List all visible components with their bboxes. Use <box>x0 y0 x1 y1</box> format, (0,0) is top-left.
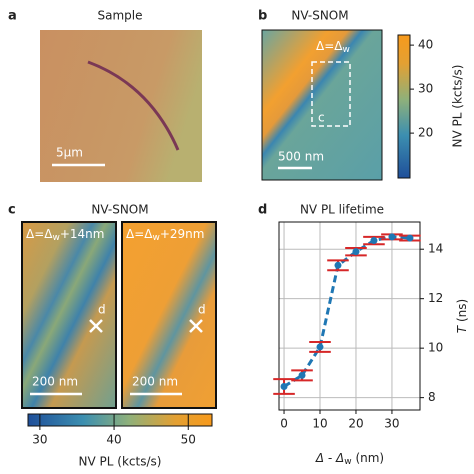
snom-image <box>21 221 117 409</box>
box-label: c <box>318 111 325 125</box>
data-point <box>406 234 414 242</box>
data-point <box>298 371 306 379</box>
marker-label: d <box>198 303 206 317</box>
sample-image <box>40 30 202 182</box>
plot-frame <box>278 221 421 411</box>
data-point <box>352 248 360 256</box>
scale-label: 200 nm <box>132 375 178 389</box>
data-point <box>316 343 324 351</box>
x-tick-label: 0 <box>280 417 288 431</box>
delta-sub: w <box>342 45 349 55</box>
series-line <box>283 235 411 388</box>
position-marker <box>89 319 103 333</box>
data-point <box>388 233 396 241</box>
data-point <box>334 261 342 269</box>
panel-label: b <box>258 9 267 24</box>
panel-label: c <box>8 203 16 218</box>
delta-rest: +29nm <box>160 227 205 241</box>
delta-main: Δ=Δ <box>126 227 153 241</box>
y-tick-label: 10 <box>428 341 443 355</box>
y-label-rest: (ns) <box>455 299 469 326</box>
y-tick-label: 8 <box>428 390 436 404</box>
x-label-main: Δ - Δ <box>315 451 344 465</box>
chart-title: NV PL lifetime <box>300 203 384 217</box>
nanowire <box>87 60 180 151</box>
colorbar <box>397 34 411 179</box>
scale-label: 500 nm <box>278 150 324 164</box>
panel-title: Sample <box>98 9 143 23</box>
y-tick-label: 14 <box>428 242 443 256</box>
data-point <box>280 383 288 390</box>
y-axis-label: T (ns) <box>455 299 469 333</box>
colorbar-tick-label: 40 <box>418 38 433 52</box>
colorbar-tick-label: 30 <box>32 433 47 447</box>
delta-sub: w <box>52 233 59 243</box>
panel-title: NV-SNOM <box>291 9 348 23</box>
x-tick-label: 10 <box>312 417 327 431</box>
x-tick-label: 30 <box>384 417 399 431</box>
scale-label: 200 nm <box>32 375 78 389</box>
x-label-sub: w <box>344 457 351 467</box>
x-axis-label: Δ - Δw (nm) <box>315 451 384 467</box>
snom-image <box>261 29 383 181</box>
delta-main: Δ=Δ <box>316 39 343 53</box>
snom-image <box>121 221 217 409</box>
delta-label: Δ=Δw+14nm <box>26 227 104 243</box>
scale-label: 5μm <box>56 146 83 160</box>
colorbar-tick-label: 40 <box>106 433 121 447</box>
zoom-box <box>311 61 351 127</box>
panel-label: d <box>258 203 267 218</box>
panel-title: NV-SNOM <box>91 203 148 217</box>
panel-label: a <box>8 9 17 24</box>
colorbar-tick-label: 30 <box>418 82 433 96</box>
x-tick-label: 20 <box>348 417 363 431</box>
marker-label: d <box>98 303 106 317</box>
x-label-rest: (nm) <box>352 451 384 465</box>
delta-main: Δ=Δ <box>26 227 53 241</box>
colorbar <box>27 413 213 427</box>
colorbar-label: NV PL (kcts/s) <box>451 65 465 148</box>
colorbar-label: NV PL (kcts/s) <box>79 455 162 469</box>
delta-label: Δ=Δw <box>316 39 350 55</box>
delta-sub: w <box>152 233 159 243</box>
data-point <box>370 237 378 245</box>
delta-label: Δ=Δw+29nm <box>126 227 204 243</box>
y-label-main: T <box>455 324 469 333</box>
position-marker <box>189 319 203 333</box>
delta-rest: +14nm <box>60 227 105 241</box>
colorbar-tick-label: 50 <box>181 433 196 447</box>
y-tick-label: 12 <box>428 291 443 305</box>
colorbar-tick-label: 20 <box>418 126 433 140</box>
